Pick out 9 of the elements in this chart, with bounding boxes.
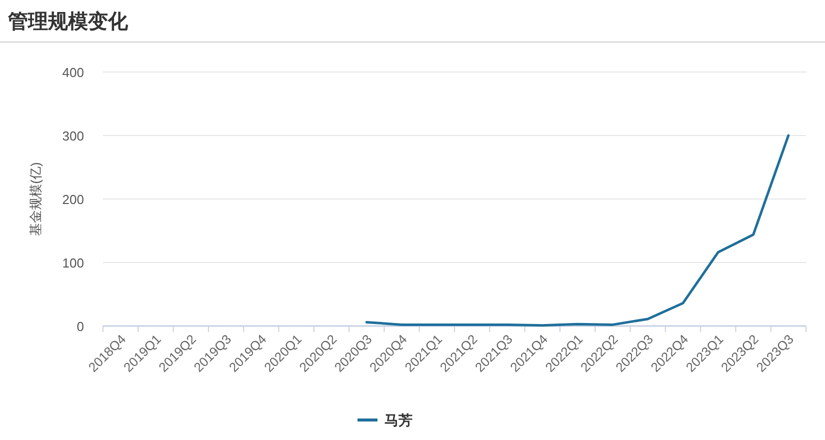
chart-title: 管理规模变化 bbox=[7, 10, 129, 33]
y-tick-label: 200 bbox=[62, 192, 84, 207]
y-tick-label: 0 bbox=[76, 319, 84, 334]
line-series bbox=[365, 134, 790, 327]
y-tick-label: 100 bbox=[62, 256, 84, 270]
legend-label: 马芳 bbox=[384, 412, 412, 428]
y-tick-label: 400 bbox=[62, 65, 84, 80]
y-axis-title: 基金规模(亿) bbox=[28, 162, 43, 236]
y-tick-label: 300 bbox=[62, 128, 84, 144]
